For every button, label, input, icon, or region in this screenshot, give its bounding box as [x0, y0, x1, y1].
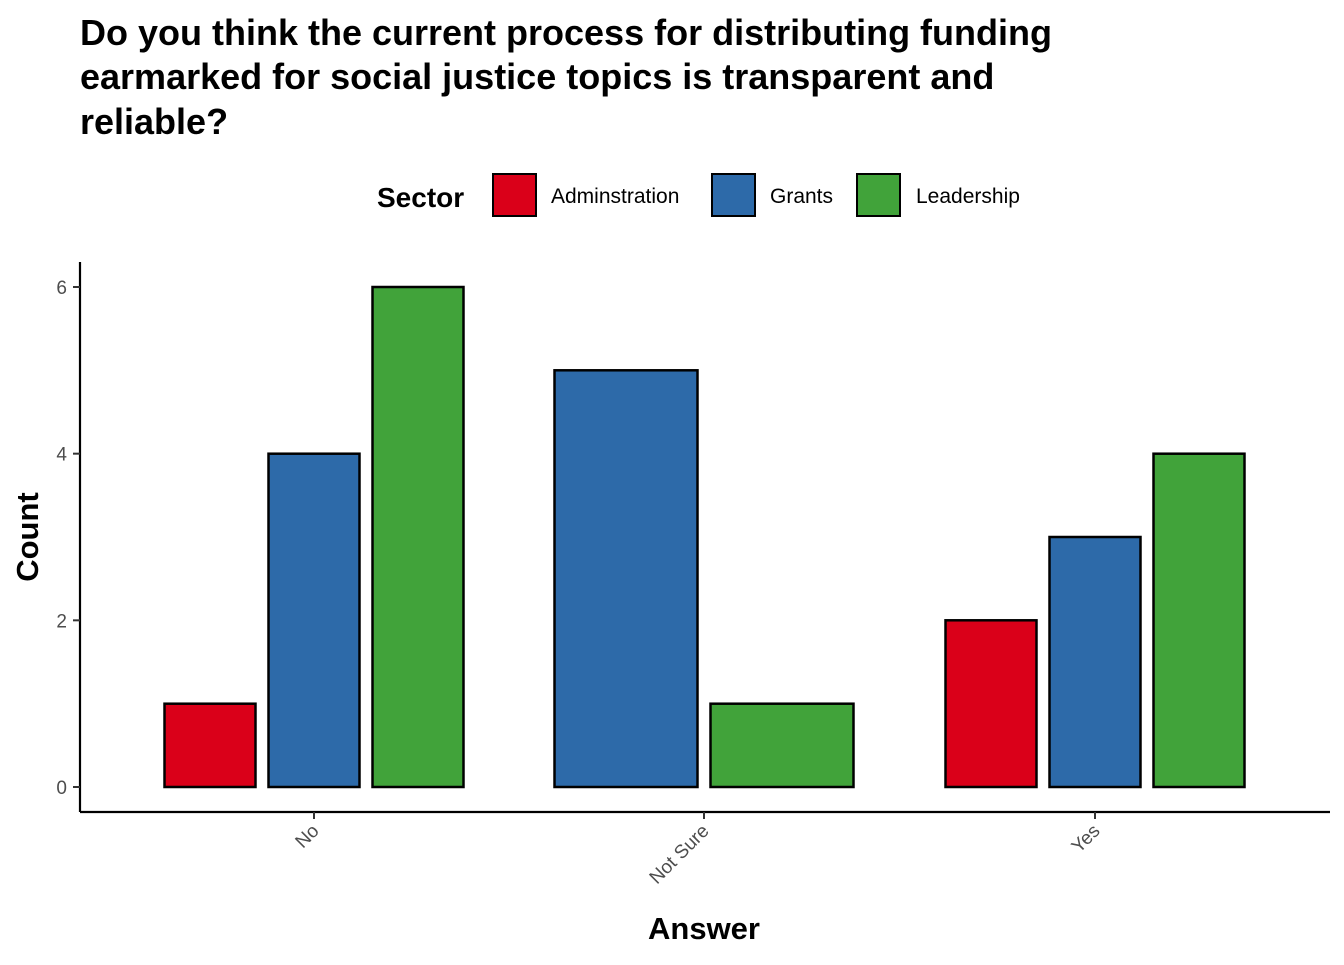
y-axis-title: Count	[10, 492, 45, 582]
y-tick-label: 6	[56, 278, 67, 299]
legend-swatch-adminstration	[492, 173, 537, 217]
y-axis: 0 2 4 6	[56, 262, 82, 812]
bar-not-sure-leadership	[709, 702, 855, 789]
chart-title-line-1: Do you think the current process for dis…	[80, 12, 1052, 53]
y-tick-label: 2	[56, 611, 67, 632]
bar-no-adminstration	[163, 702, 257, 789]
bars-group	[163, 285, 1246, 789]
legend-title: Sector	[377, 182, 464, 213]
chart-title-line-2: earmarked for social justice topics is t…	[80, 56, 994, 97]
legend-label-adminstration: Adminstration	[551, 185, 679, 208]
x-tick-label-not-sure: Not Sure	[646, 821, 714, 889]
legend-label-grants: Grants	[770, 185, 833, 208]
x-tick-label-yes: Yes	[1068, 821, 1105, 858]
y-tick-label: 0	[56, 778, 67, 799]
chart-title-line-3: reliable?	[80, 101, 228, 142]
x-axis-title: Answer	[648, 911, 760, 946]
bar-yes-adminstration	[944, 619, 1038, 789]
legend-swatch-leadership	[856, 173, 901, 217]
bar-no-leadership	[371, 285, 465, 789]
y-tick-label: 4	[56, 445, 67, 466]
legend-label-leadership: Leadership	[916, 185, 1020, 208]
x-tick-label-no: No	[292, 821, 324, 853]
bar-not-sure-grants	[553, 369, 699, 789]
legend: Sector Adminstration Grants Leadership	[377, 173, 1020, 217]
legend-swatch-grants	[711, 173, 756, 217]
x-axis: No Not Sure Yes	[80, 810, 1330, 889]
bar-no-grants	[267, 452, 361, 789]
bar-yes-leadership	[1152, 452, 1246, 789]
bar-yes-grants	[1048, 535, 1142, 789]
